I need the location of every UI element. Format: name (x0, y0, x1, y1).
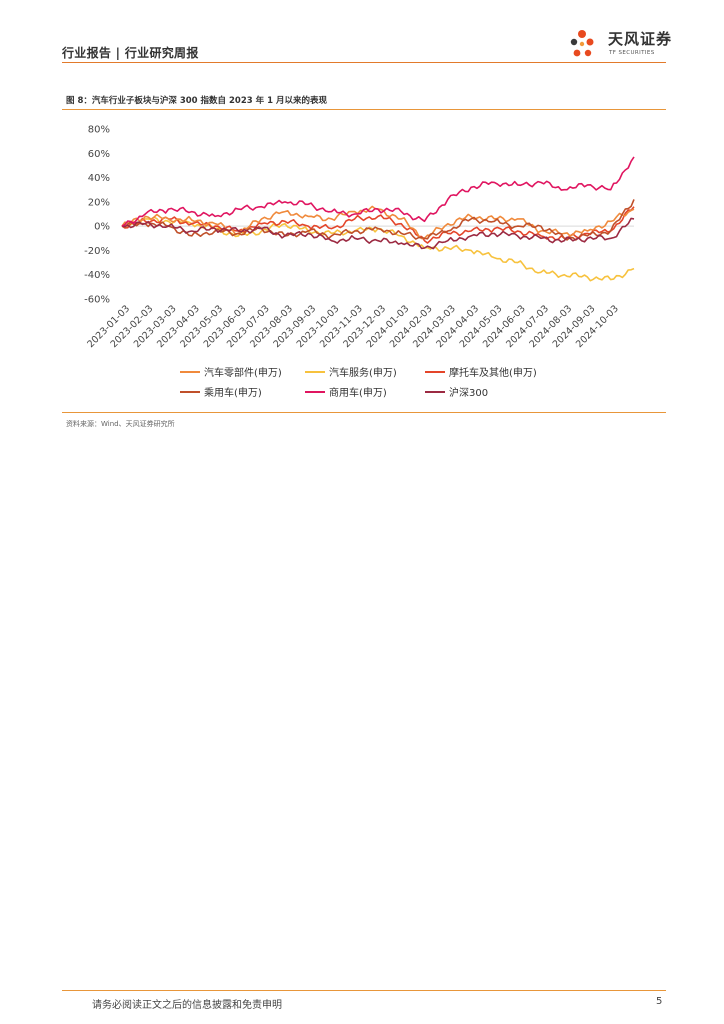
flower-logo-icon (570, 30, 594, 57)
y-tick-label: 80% (88, 125, 110, 136)
legend-item: 汽车零部件(申万) (180, 364, 282, 379)
y-tick-label: -20% (84, 246, 110, 257)
footer-disclaimer: 请务必阅读正文之后的信息披露和免责申明 (92, 1000, 282, 1011)
legend-item: 汽车服务(申万) (305, 364, 397, 379)
legend-swatch (425, 370, 445, 373)
series-line-hs300 (121, 217, 635, 250)
figure-title: 图 8：汽车行业子板块与沪深 300 指数自 2023 年 1 月以来的表现 (66, 96, 327, 106)
y-tick-label: -60% (84, 295, 110, 306)
legend-label: 摩托车及其他(申万) (449, 368, 537, 379)
legend-label: 汽车服务(申万) (329, 368, 397, 379)
legend-item: 沪深300 (425, 384, 488, 399)
y-tick-label: -40% (84, 270, 110, 281)
legend-label: 乘用车(申万) (204, 388, 262, 399)
report-type-header: 行业报告 | 行业研究周报 (62, 46, 199, 60)
header-divider (62, 62, 666, 63)
logo-subtext: TF SECURITIES (609, 50, 655, 56)
y-tick-label: 0% (94, 222, 110, 233)
y-tick-label: 20% (88, 197, 110, 208)
y-tick-label: 60% (88, 149, 110, 160)
legend-swatch (180, 390, 200, 393)
legend-swatch (180, 370, 200, 373)
y-tick-label: 40% (88, 173, 110, 184)
logo-text: 天风证券 (608, 30, 673, 48)
series-line-commercial (121, 156, 635, 227)
footer-divider (62, 990, 666, 991)
legend-label: 商用车(申万) (329, 388, 387, 399)
figure-source: 资料来源：Wind、天风证券研究所 (66, 420, 175, 428)
legend-item: 摩托车及其他(申万) (425, 364, 537, 379)
page-number: 5 (656, 996, 663, 1007)
legend-label: 沪深300 (449, 388, 489, 399)
company-logo: 天风证券 TF SECURITIES (568, 26, 674, 60)
series-line-passenger (121, 199, 635, 241)
legend-label: 汽车零部件(申万) (204, 368, 282, 379)
figure-bottom-rule (62, 412, 666, 413)
series-line-service (121, 216, 635, 282)
legend-swatch (305, 370, 325, 373)
legend-swatch (305, 390, 325, 393)
figure-top-rule (62, 109, 666, 110)
legend-item: 商用车(申万) (305, 384, 387, 399)
legend-swatch (425, 390, 445, 393)
performance-line-chart: 80%60%40%20%0%-20%-40%-60%2023-01-032023… (84, 125, 635, 350)
legend-item: 乘用车(申万) (180, 384, 262, 399)
